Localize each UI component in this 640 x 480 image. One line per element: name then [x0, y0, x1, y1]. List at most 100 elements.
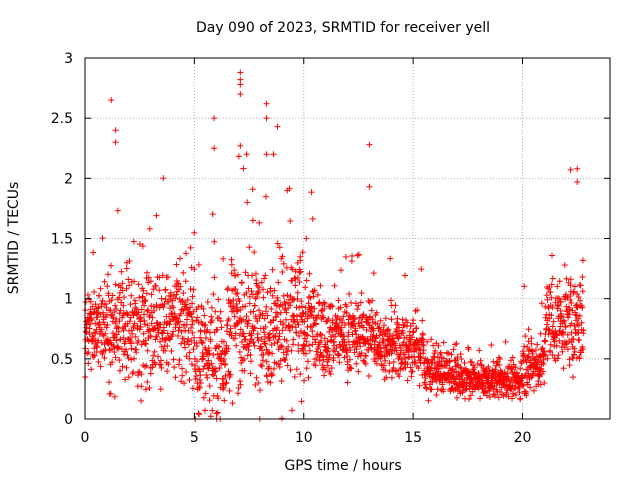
data-point [204, 326, 211, 333]
data-point [517, 365, 524, 372]
data-point [318, 308, 325, 315]
data-point [547, 341, 554, 348]
data-point [396, 324, 403, 331]
data-point [560, 365, 567, 372]
data-point [220, 376, 227, 383]
data-point [321, 300, 328, 307]
data-point [201, 407, 208, 414]
data-point [266, 337, 273, 344]
data-point [221, 355, 228, 362]
data-point [145, 307, 152, 314]
data-point [237, 81, 244, 88]
data-point [368, 307, 375, 314]
data-point [566, 362, 573, 369]
data-point [147, 333, 154, 340]
data-point [108, 297, 115, 304]
data-point [192, 362, 199, 369]
data-point [232, 286, 239, 293]
data-point [262, 323, 269, 330]
data-point [305, 294, 312, 301]
data-point [165, 361, 172, 368]
data-point [200, 305, 207, 312]
data-point [579, 288, 586, 295]
data-point [274, 297, 281, 304]
data-point [580, 327, 587, 334]
data-point [140, 330, 147, 337]
data-point [313, 348, 320, 355]
data-point [220, 384, 227, 391]
data-point [148, 320, 155, 327]
data-point [272, 332, 279, 339]
data-point [205, 357, 212, 364]
data-point [249, 186, 256, 193]
data-point [126, 258, 133, 265]
data-point [244, 352, 251, 359]
data-point [429, 379, 436, 386]
data-point [278, 415, 285, 422]
data-point [156, 287, 163, 294]
data-point [540, 368, 547, 375]
data-point [454, 354, 461, 361]
data-point [283, 351, 290, 358]
data-point [108, 97, 115, 104]
data-point [117, 367, 124, 374]
data-point [213, 410, 220, 417]
data-point [128, 338, 135, 345]
data-point [490, 385, 497, 392]
data-point [294, 274, 301, 281]
data-point [271, 340, 278, 347]
data-point [225, 285, 232, 292]
data-point [384, 327, 391, 334]
data-point [138, 383, 145, 390]
data-point [322, 367, 329, 374]
data-point [285, 343, 292, 350]
data-point [119, 363, 126, 370]
data-point [570, 336, 577, 343]
data-point [309, 341, 316, 348]
data-point [318, 352, 325, 359]
data-point [104, 283, 111, 290]
data-point [331, 282, 338, 289]
data-point [512, 364, 519, 371]
data-point [321, 305, 328, 312]
y-tick-label: 2 [64, 171, 73, 187]
data-point [100, 309, 107, 316]
data-point [296, 304, 303, 311]
data-point [117, 336, 124, 343]
data-point [123, 265, 130, 272]
data-point [523, 392, 530, 399]
data-point [237, 378, 244, 385]
data-point [270, 317, 277, 324]
data-point [117, 307, 124, 314]
data-point [175, 327, 182, 334]
data-point [311, 336, 318, 343]
data-point [275, 361, 282, 368]
data-point [342, 301, 349, 308]
data-point [256, 284, 263, 291]
data-point [274, 311, 281, 318]
data-point [423, 385, 430, 392]
data-point [187, 244, 194, 251]
data-point [112, 320, 119, 327]
data-point [261, 315, 268, 322]
data-point [253, 374, 260, 381]
data-point [147, 370, 154, 377]
data-point [213, 375, 220, 382]
data-point [112, 354, 119, 361]
data-point [237, 306, 244, 313]
data-point [143, 290, 150, 297]
data-point [249, 217, 256, 224]
data-point [242, 303, 249, 310]
data-point [549, 252, 556, 259]
data-point [252, 270, 259, 277]
data-point [188, 361, 195, 368]
data-point [486, 367, 493, 374]
data-point [414, 307, 421, 314]
data-point [215, 395, 222, 402]
data-point [327, 370, 334, 377]
data-point [208, 313, 215, 320]
data-point [251, 302, 258, 309]
data-point [449, 365, 456, 372]
data-point [245, 343, 252, 350]
data-point [353, 360, 360, 367]
